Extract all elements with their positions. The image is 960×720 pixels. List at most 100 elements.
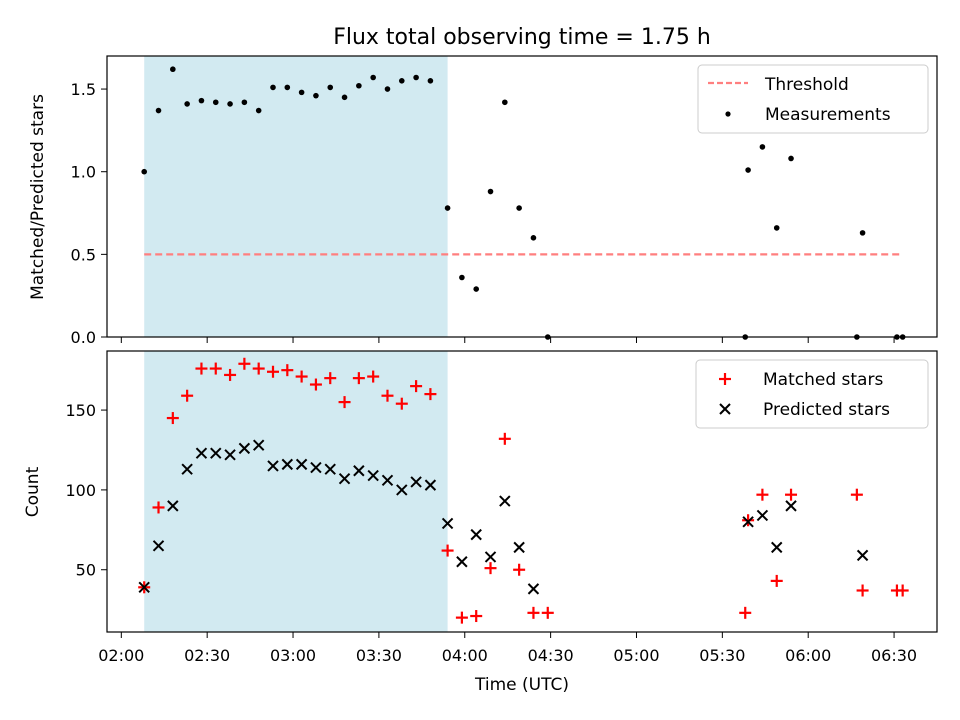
x-tick-label: 04:00 — [442, 646, 488, 665]
measurement-point — [516, 205, 522, 211]
matched-star-point — [455, 611, 468, 624]
matched-star-point — [224, 368, 237, 381]
matched-star-point — [742, 514, 755, 527]
legend-threshold-label: Threshold — [764, 75, 849, 95]
measurement-point — [473, 286, 480, 292]
chart-title: Flux total observing time = 1.75 h — [333, 25, 711, 50]
predicted-star-point — [338, 473, 351, 485]
bottom-y-tick-label: 50 — [76, 561, 96, 580]
matched-star-point — [856, 584, 869, 597]
top-y-tick-label: 0.0 — [71, 328, 96, 347]
predicted-star-point — [324, 463, 336, 475]
matched-star-point — [850, 488, 863, 501]
predicted-marker-b — [338, 473, 351, 485]
predicted-star-point — [267, 460, 279, 472]
predicted-marker-b — [167, 500, 179, 512]
predicted-marker-b — [238, 442, 251, 455]
predicted-marker-b — [396, 484, 408, 496]
top-x-ticks — [120, 337, 895, 343]
measurement-point — [356, 82, 362, 89]
measurement-point — [788, 155, 794, 162]
matched-star-point — [785, 488, 798, 501]
bottom-legend: Matched stars Predicted stars — [695, 359, 929, 429]
top-y-tick-label: 0.5 — [71, 245, 96, 264]
measurements-layer — [141, 66, 906, 340]
matched-star-point — [309, 378, 322, 391]
measurement-point — [155, 107, 162, 114]
predicted-marker-b — [424, 479, 437, 491]
x-tick-label: 03:30 — [356, 646, 402, 665]
x-tick-label: 06:30 — [871, 646, 917, 665]
predicted-marker-b — [742, 516, 754, 528]
matched-star-point — [181, 389, 194, 402]
top-y-ticks: 0.0 0.5 1.0 1.5 — [71, 80, 107, 347]
predicted-marker-b — [138, 581, 150, 594]
predicted-star-point — [295, 458, 308, 471]
predicted-star-point — [424, 479, 437, 491]
top-y-tick-label: 1.0 — [71, 163, 96, 182]
x-tick-label: 05:00 — [613, 646, 659, 665]
predicted-marker-b — [295, 458, 308, 471]
matched-star-point — [352, 372, 365, 385]
predicted-star-point — [513, 541, 525, 554]
measurement-point — [773, 225, 780, 231]
predicted-star-point — [167, 500, 179, 512]
predicted-marker-b — [267, 460, 279, 472]
x-tick-label: 04:30 — [528, 646, 574, 665]
matched-star-point — [267, 365, 279, 378]
x-axis-label: Time (UTC) — [474, 675, 569, 695]
predicted-star-point — [742, 516, 754, 528]
matched-star-point — [367, 370, 380, 383]
matched-star-point — [252, 362, 265, 375]
predicted-marker-b — [771, 541, 783, 554]
matched-star-point — [527, 606, 540, 619]
predicted-star-point — [856, 549, 869, 562]
measurement-point — [241, 99, 248, 106]
measurement-point — [327, 84, 334, 91]
predicted-marker-b — [527, 583, 540, 595]
x-tick-label: 06:00 — [785, 646, 831, 665]
predicted-star-point — [367, 469, 379, 482]
matched-star-point — [470, 610, 483, 623]
measurement-point — [413, 74, 419, 81]
predicted-star-point — [470, 528, 482, 541]
x-tick-label: 02:30 — [184, 646, 230, 665]
predicted-marker-b — [195, 447, 208, 459]
matched-star-point — [281, 364, 294, 377]
predicted-marker-b — [181, 463, 193, 475]
legend-measurements-swatch — [725, 111, 731, 117]
predicted-marker-b — [252, 439, 265, 451]
legend-predicted-swatch — [719, 403, 731, 415]
measurement-point — [398, 77, 405, 84]
predicted-star-point — [381, 474, 394, 487]
matched-star-point — [152, 501, 165, 514]
predicted-star-point — [499, 495, 511, 507]
predicted-star-point — [210, 447, 222, 459]
predicted-star-point — [456, 556, 468, 568]
predicted-marker-b — [324, 463, 336, 475]
predicted-marker-b — [224, 449, 236, 461]
matched-star-point — [441, 544, 454, 557]
matched-star-point — [756, 488, 769, 501]
predicted-star-point — [441, 517, 454, 530]
predicted-star-point — [771, 541, 783, 554]
x-tick-label: 02:00 — [98, 646, 144, 665]
legend-matched-label: Matched stars — [763, 370, 883, 390]
top-legend: Threshold Measurements — [697, 64, 929, 134]
predicted-marker-b — [499, 495, 511, 507]
predicted-star-point — [785, 500, 797, 512]
bottom-y-ticks: 50 100 150 — [65, 401, 107, 580]
measurement-point — [745, 167, 751, 173]
predicted-star-point — [310, 461, 322, 474]
matched-star-point — [410, 380, 423, 393]
predicted-star-point — [756, 509, 769, 522]
matched-star-point — [338, 396, 351, 409]
measurement-point — [427, 77, 434, 84]
top-y-axis-label: Matched/Predicted stars — [28, 94, 48, 300]
matched-star-point — [381, 389, 394, 402]
legend-measurements-label: Measurements — [765, 105, 891, 125]
measurement-point — [502, 99, 508, 106]
top-panel: 0.0 0.5 1.0 1.5 Matched/Predicted stars Thr… — [28, 55, 938, 347]
predicted-marker-b — [281, 458, 294, 471]
